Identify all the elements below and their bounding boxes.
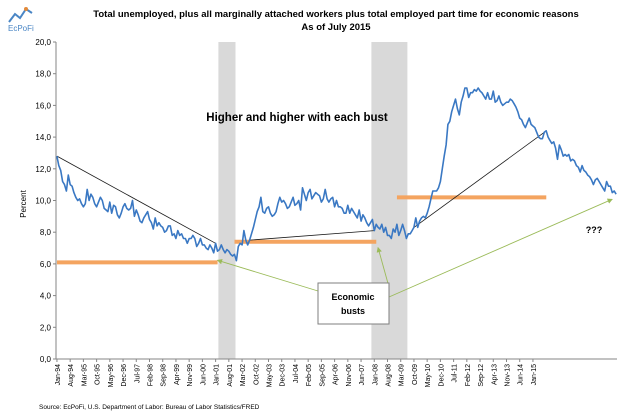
y-tick-label: 4,0 [40,292,52,301]
brand-name: EcPoFi [8,24,34,33]
economic-busts-label-2: busts [341,306,365,316]
x-tick-label: Mar-95 [81,364,88,386]
y-tick-label: 20,0 [35,38,51,47]
x-tick-label: Feb-12 [465,364,472,386]
economic-busts-box [317,282,390,325]
trend-line-3 [413,132,545,228]
x-tick-label: Jun-14 [518,364,525,386]
y-axis-label: Percent [19,189,28,217]
x-tick-label: Apr-06 [333,364,340,385]
trend-lines [56,132,545,244]
y-tick-label: 14,0 [35,133,51,142]
x-tick-label: Jan-15 [531,364,538,386]
x-tick-label: Oct-02 [253,364,260,385]
source-note: Source: EcPoFi, U.S. Department of Labor… [39,404,260,411]
x-tick-label: Feb-98 [148,364,155,386]
y-tick-label: 10,0 [35,197,51,206]
economic-busts-label-1: Economic [331,292,374,302]
chart-subtitle: As of July 2015 [301,22,371,33]
x-tick-label: Jun-07 [359,364,366,386]
annotation-arrow-1 [216,259,319,292]
y-tick-label: 0,0 [40,355,52,364]
y-tick-label: 2,0 [40,323,52,332]
y-tick-label: 8,0 [40,228,52,237]
x-tick-label: Apr-99 [174,364,181,385]
x-tick-label: May-96 [108,364,115,387]
logo-mark-icon [8,7,33,23]
x-tick-label: Dec-10 [438,364,445,387]
annotation-arrows [216,198,613,298]
series-line [56,87,617,262]
x-tick-label: Mar-02 [240,364,247,386]
floor-level-lines [56,195,547,265]
x-tick-label: Aug-01 [227,364,234,387]
x-tick-label: Sep-12 [478,364,485,387]
x-tick-label: Nov-13 [505,364,512,387]
x-tick-label: Sep-98 [161,364,168,387]
trend-line-1 [56,155,216,244]
y-tick-label: 6,0 [40,260,52,269]
x-tick-label: Jan-94 [55,364,62,386]
y-tick-label: 12,0 [35,165,51,174]
trend-line-2 [249,230,375,241]
x-tick-label: Jul-97 [134,364,141,383]
x-tick-label: Sep-05 [319,364,326,387]
x-tick-label: Apr-13 [491,364,498,385]
x-tick-label: Jul-04 [293,364,300,383]
x-tick-label: Jul-11 [452,364,459,383]
axes: 0,0 2,0 4,0 6,0 8,0 10,0 12,0 14,0 16,0 18,0 20,0 J… [35,38,617,387]
y-tick-label: 16,0 [35,101,51,110]
x-tick-label: Jan-01 [214,364,221,386]
question-marks: ??? [586,225,603,235]
x-tick-label: May-10 [425,364,432,387]
chart-title: Total unemployed, plus all marginally at… [93,9,579,20]
x-tick-label: Jan-08 [372,364,379,386]
x-tick-label: Nov-99 [187,364,194,387]
annotation-arrow-3 [388,198,613,298]
y-tick-label: 18,0 [35,70,51,79]
x-tick-label: Oct-95 [95,364,102,385]
annotation-arrow-2 [376,246,390,288]
x-tick-label: Jun-00 [200,364,207,386]
annotation-headline: Higher and higher with each bust [206,112,388,124]
x-tick-label: Aug-08 [386,364,393,387]
series-group [56,87,617,262]
x-tick-label: Nov-06 [346,364,353,387]
x-tick-label: Dec-03 [280,364,287,387]
x-tick-label: Mar-09 [399,364,406,386]
brand-logo [6,4,46,36]
x-tick-label: May-03 [267,364,274,387]
recession-band-1 [218,42,236,359]
x-tick-label: Oct-09 [412,364,419,385]
x-tick-label: Dec-96 [121,364,128,387]
x-tick-label: Feb-05 [306,364,313,386]
x-tick-label: Aug-94 [68,364,75,387]
